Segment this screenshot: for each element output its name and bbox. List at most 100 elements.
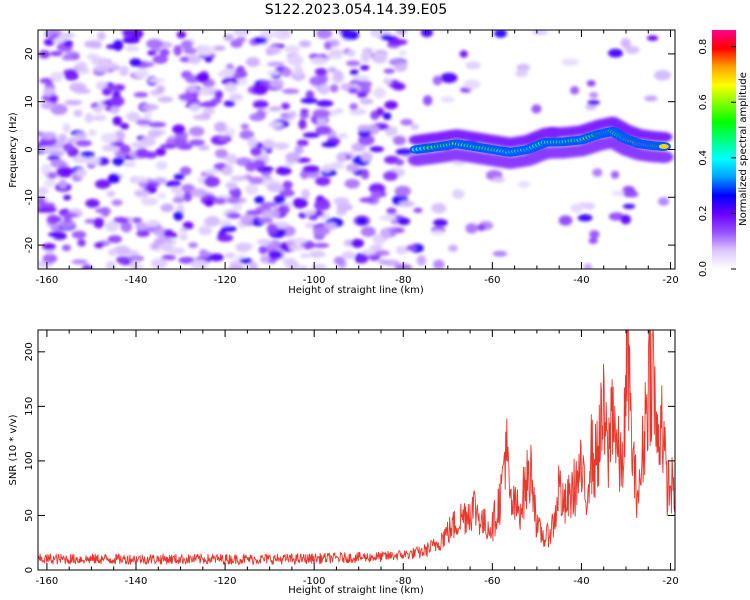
spectrogram-noise [38, 30, 672, 269]
heatmap-cell [61, 244, 72, 252]
spectrogram-y-tick-label: 20 [24, 48, 35, 61]
heatmap-cell [40, 101, 56, 110]
heatmap-cell [336, 203, 353, 212]
heatmap-cell [210, 98, 222, 104]
colorbar-label: Normalized spectral amplitude [738, 72, 749, 226]
heatmap-cell [465, 223, 478, 234]
heatmap-cell [72, 156, 88, 164]
heatmap-cell [225, 181, 238, 190]
heatmap-cell [148, 121, 167, 128]
heatmap-cell [92, 115, 107, 121]
heatmap-cell [124, 45, 139, 52]
spectrogram-x-tick-label: -60 [484, 275, 500, 286]
heatmap-cell [341, 30, 360, 41]
heatmap-cell [301, 188, 310, 200]
snr-x-tick-label: -100 [303, 576, 326, 587]
heatmap-cell [150, 258, 168, 269]
heatmap-cell [254, 195, 265, 204]
heatmap-cell [432, 75, 443, 86]
heatmap-cell [229, 260, 240, 266]
heatmap-cell [91, 57, 110, 66]
heatmap-cell [50, 51, 63, 57]
heatmap-cell [52, 232, 67, 241]
heatmap-cell [592, 168, 603, 177]
heatmap-cell [61, 54, 73, 61]
heatmap-cell [121, 30, 134, 36]
heatmap-cell [220, 68, 236, 77]
heatmap-cell [136, 230, 150, 237]
heatmap-cell [113, 216, 129, 224]
heatmap-cell [267, 70, 281, 76]
spectrogram-x-tick-label: -80 [395, 275, 411, 286]
heatmap-cell [145, 219, 161, 228]
heatmap-cell [236, 36, 247, 43]
heatmap-cell [63, 212, 72, 223]
heatmap-cell [152, 54, 168, 64]
heatmap-cell [73, 109, 83, 117]
heatmap-cell [178, 93, 195, 101]
heatmap-cell [286, 54, 304, 66]
heatmap-cell [298, 118, 307, 130]
spectrogram-y-tick-label: -10 [24, 189, 35, 205]
heatmap-cell [172, 197, 185, 204]
heatmap-cell [515, 69, 528, 78]
heatmap-cell [284, 45, 300, 54]
heatmap-cell [341, 251, 356, 260]
heatmap-cell [181, 183, 195, 193]
heatmap-cell [62, 123, 71, 133]
heatmap-cell [610, 170, 620, 179]
heatmap-cell [188, 242, 198, 249]
snr-x-tick-label: -80 [395, 576, 411, 587]
heatmap-cell [279, 189, 295, 197]
heatmap-cell [182, 221, 194, 230]
heatmap-cell [345, 60, 361, 67]
spectrogram-x-axis-label: Height of straight line (km) [288, 285, 424, 296]
snr-background [38, 330, 675, 570]
heatmap-cell [135, 119, 151, 125]
heatmap-cell [300, 97, 318, 104]
heatmap-cell [147, 129, 162, 138]
heatmap-cell [75, 61, 88, 70]
heatmap-cell [532, 30, 548, 36]
heatmap-cell [188, 54, 202, 65]
heatmap-cell [303, 209, 316, 216]
heatmap-cell [235, 242, 252, 253]
heatmap-cell [95, 80, 108, 91]
heatmap-cell [288, 244, 305, 251]
heatmap-cell [410, 123, 419, 130]
heatmap-cell [199, 86, 210, 96]
heatmap-cell [316, 30, 333, 39]
heatmap-cell [179, 166, 192, 176]
heatmap-cell [258, 217, 274, 224]
heatmap-cell [344, 178, 360, 189]
heatmap-cell [382, 112, 392, 120]
heatmap-cell [431, 230, 446, 236]
heatmap-cell [380, 34, 394, 41]
colorbar: 0.0 0.2 0.4 0.6 0.8 Normalized spectral ampl… [698, 30, 749, 277]
snr-x-tick-label: -160 [36, 576, 59, 587]
heatmap-cell [360, 51, 371, 63]
heatmap-cell [214, 121, 227, 133]
heatmap-cell [260, 254, 270, 264]
colorbar-tick-label: 0.8 [698, 39, 709, 55]
heatmap-cell [360, 151, 373, 162]
heatmap-cell [313, 199, 331, 211]
heatmap-cell [42, 253, 58, 264]
spectrogram-x-tick-label: -40 [573, 275, 589, 286]
heatmap-cell [43, 178, 56, 187]
heatmap-cell [233, 30, 251, 37]
heatmap-cell [368, 183, 386, 194]
heatmap-cell [653, 69, 672, 81]
heatmap-cell [156, 85, 165, 94]
heatmap-cell [245, 57, 261, 67]
heatmap-cell [104, 221, 120, 232]
snr-x-tick-label: -120 [214, 576, 237, 587]
heatmap-cell [93, 106, 103, 113]
heatmap-cell [173, 210, 184, 221]
heatmap-cell [356, 216, 368, 226]
heatmap-cell [38, 202, 56, 208]
heatmap-cell [296, 139, 309, 147]
heatmap-cell [134, 189, 149, 198]
